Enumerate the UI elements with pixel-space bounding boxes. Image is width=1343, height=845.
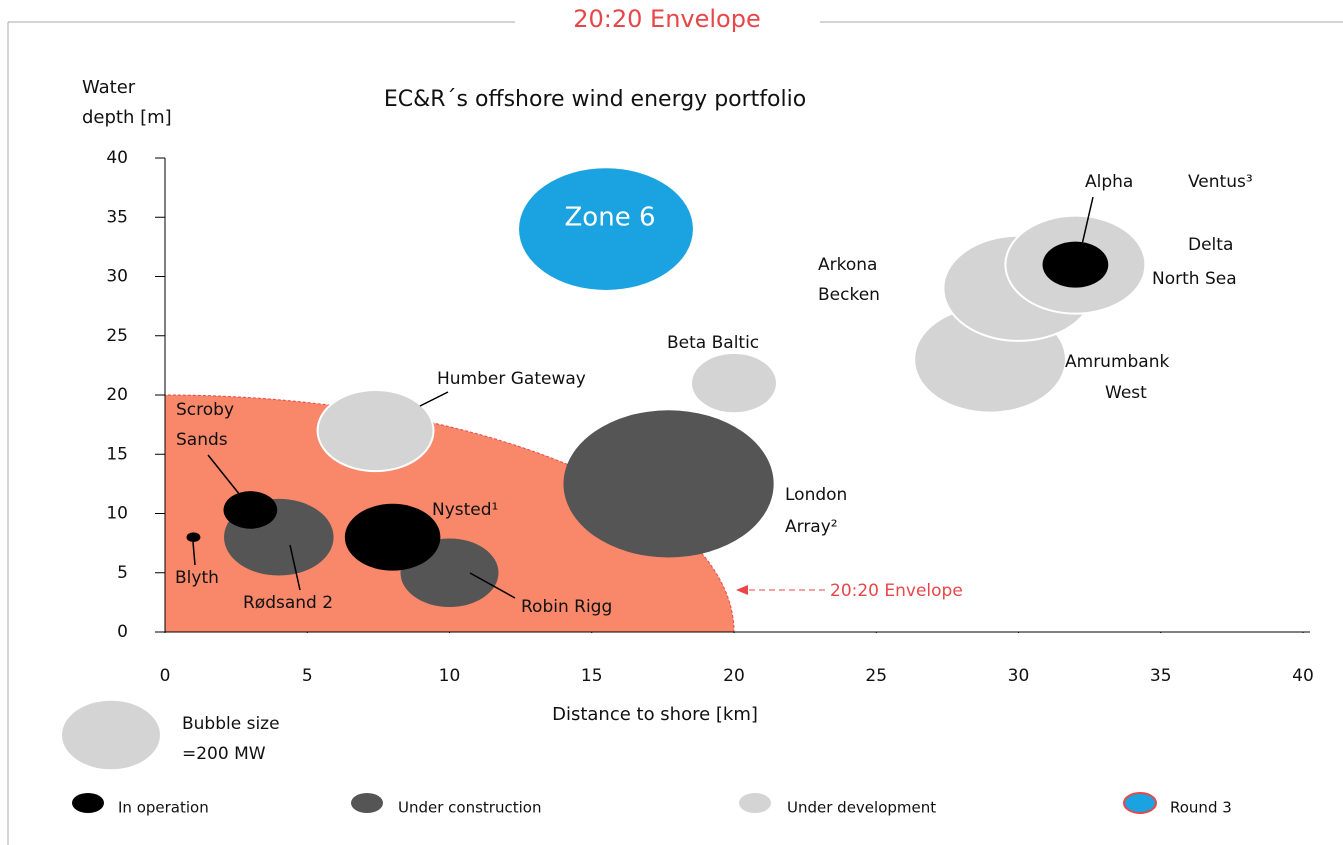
annotation-arrowhead <box>736 585 748 595</box>
leader-line <box>192 541 196 566</box>
y-tick-label: 30 <box>106 267 128 287</box>
x-tick-label: 25 <box>865 666 887 686</box>
y-tick-label: 5 <box>117 563 128 583</box>
annotation: 20:20 Envelope <box>830 581 963 601</box>
legend-swatch <box>739 793 771 813</box>
bubble <box>1042 241 1109 288</box>
legend-swatch <box>72 793 104 813</box>
legend-label: Under development <box>787 799 936 817</box>
x-tick-label: 35 <box>1150 666 1172 686</box>
legend-swatch <box>351 793 383 813</box>
y-axis-label: Water <box>82 77 136 98</box>
legend-label: Under construction <box>398 799 541 817</box>
bubble-label: Blyth <box>175 568 219 588</box>
bubble-label: Sands <box>176 430 228 450</box>
x-tick-label: 15 <box>581 666 603 686</box>
leader-line <box>419 391 449 407</box>
header: 20:20 Envelope <box>573 5 761 33</box>
legend-label: In operation <box>118 799 209 817</box>
bubble-label: Amrumbank <box>1065 352 1169 372</box>
bubble-label: Scroby <box>176 400 234 420</box>
size-legend-bubble <box>62 700 160 770</box>
y-tick-label: 40 <box>106 148 128 168</box>
bubble-label: Rødsand 2 <box>243 593 333 613</box>
bubble-label: Becken <box>818 285 880 305</box>
bubble <box>344 503 441 571</box>
leader-line <box>469 572 516 599</box>
bubble <box>563 410 774 558</box>
y-tick-label: 0 <box>117 622 128 642</box>
bubble <box>223 491 278 529</box>
x-tick-label: 20 <box>723 666 745 686</box>
bubble <box>690 352 778 415</box>
bubble-label: Alpha <box>1085 172 1133 192</box>
bubble-label: Ventus³ <box>1188 172 1253 192</box>
y-tick-label: 10 <box>106 504 128 524</box>
legend-label: Round 3 <box>1170 799 1232 817</box>
x-tick-label: 5 <box>302 666 313 686</box>
leader-line <box>289 544 301 591</box>
y-tick-label: 35 <box>106 207 128 227</box>
bubble-label: Arkona <box>818 255 877 275</box>
bubble <box>316 388 435 473</box>
bubble-label: West <box>1105 383 1147 403</box>
x-tick-label: 0 <box>160 666 171 686</box>
bubble-label: Delta <box>1188 235 1233 255</box>
bubble-label: Beta Baltic <box>667 333 759 353</box>
bubble-label: North Sea <box>1152 269 1237 289</box>
bubble-label: Zone 6 <box>565 203 656 233</box>
y-tick-label: 25 <box>106 326 128 346</box>
bubble-label: Robin Rigg <box>521 597 612 617</box>
bubble <box>186 532 201 543</box>
x-tick-label: 30 <box>1008 666 1030 686</box>
leader-line <box>1077 196 1094 263</box>
bubble <box>519 168 693 290</box>
x-tick-label: 10 <box>439 666 461 686</box>
size-legend-label: =200 MW <box>182 744 266 764</box>
bubble-label: Array² <box>785 517 838 537</box>
bubble-label: Humber Gateway <box>437 369 586 389</box>
y-tick-label: 15 <box>106 444 128 464</box>
y-axis-label: depth [m] <box>82 107 172 128</box>
legend-swatch <box>1123 792 1157 814</box>
x-tick-label: 40 <box>1292 666 1314 686</box>
x-axis-label: Distance to shore [km] <box>552 704 758 725</box>
size-legend-label: Bubble size <box>182 714 280 734</box>
bubble-label: Nysted¹ <box>432 500 498 520</box>
chart-title: EC&R´s offshore wind energy portfolio <box>384 87 806 112</box>
y-tick-label: 20 <box>106 385 128 405</box>
bubble-label: London <box>785 485 847 505</box>
leader-line <box>207 454 241 496</box>
